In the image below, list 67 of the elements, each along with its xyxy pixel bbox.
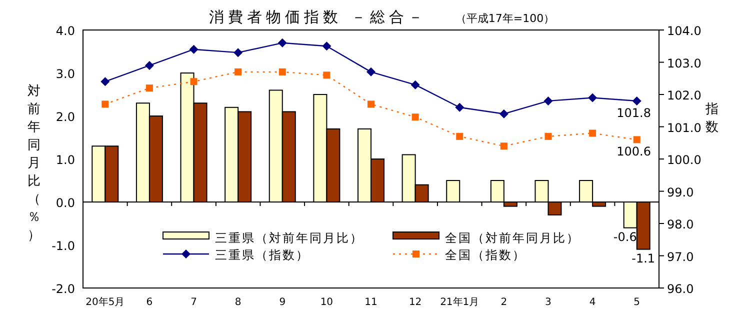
y-axis-title: 対前年同月比（％） (28, 84, 40, 243)
y-tick-label: 3.0 (56, 67, 75, 81)
legend-label: 全国（指数） (445, 248, 526, 262)
point (146, 84, 153, 92)
x-tick-label: 12 (408, 297, 422, 308)
point (632, 96, 642, 106)
x-tick-label: 21年1月 (440, 296, 480, 308)
legend-label: 三重県（指数） (215, 248, 310, 262)
point (368, 100, 374, 108)
chart-subtitle: （平成17年=100） (455, 12, 555, 25)
point (102, 100, 109, 108)
y2-tick-label: 101.0 (667, 120, 702, 135)
x-tick-label: 10 (320, 297, 334, 308)
point (322, 42, 332, 51)
y-tick-label: 1.0 (56, 153, 75, 167)
y2-tick-label: 98.0 (667, 218, 694, 232)
y-tick-label: -2.0 (52, 282, 75, 296)
point (500, 142, 508, 150)
point (189, 44, 198, 54)
x-tick-label: 2 (500, 297, 508, 308)
y2-tick-label: 104.0 (667, 24, 702, 38)
y-tick-label: 2.0 (56, 110, 75, 124)
y2-tick-label: 100.0 (667, 153, 702, 167)
point (234, 48, 243, 58)
x-tick-label: 6 (146, 297, 153, 308)
x-tick-label: 5 (634, 297, 640, 308)
data-label: 101.8 (616, 106, 652, 120)
point (544, 132, 552, 140)
y2-tick-label: 99.0 (667, 185, 694, 200)
y-tick-label: 4.0 (56, 24, 75, 38)
y2-tick-label: 97.0 (667, 250, 694, 264)
data-label: -0.6 (613, 230, 637, 244)
point (278, 68, 286, 76)
point (544, 96, 553, 106)
point (456, 132, 464, 140)
point (100, 77, 110, 86)
legend-label: 全国（対前年同月比） (445, 231, 580, 245)
x-tick-label: 11 (364, 297, 378, 308)
x-tick-label: 8 (234, 297, 242, 308)
x-tick-label: 3 (545, 297, 552, 308)
point (633, 136, 640, 144)
point (410, 80, 420, 90)
x-tick-label: 7 (190, 297, 197, 308)
y2-tick-label: 102.0 (667, 88, 702, 102)
data-label: 100.6 (616, 144, 652, 159)
point (366, 67, 376, 76)
point (589, 130, 596, 137)
point (455, 102, 464, 112)
point (278, 38, 287, 48)
point (234, 68, 242, 76)
data-label: -1.1 (632, 251, 656, 266)
y2-tick-label: 96.0 (667, 282, 694, 296)
chart-title: 消費者物価指数 －総合－ (209, 8, 427, 26)
point (323, 72, 330, 79)
point (144, 60, 154, 70)
point (499, 109, 508, 118)
y2-axis-title: 指数 (706, 102, 718, 135)
x-tick-label: 20年5月 (86, 296, 125, 308)
legend-label: 三重県（対前年同月比） (215, 231, 364, 245)
point (588, 93, 598, 102)
point (412, 114, 419, 121)
x-tick-label: 4 (589, 297, 596, 308)
y-tick-label: -1.0 (52, 239, 75, 253)
y-tick-label: 0.0 (56, 196, 75, 210)
y2-tick-label: 103.0 (667, 56, 702, 70)
point (190, 78, 198, 86)
x-tick-label: 9 (279, 297, 286, 308)
